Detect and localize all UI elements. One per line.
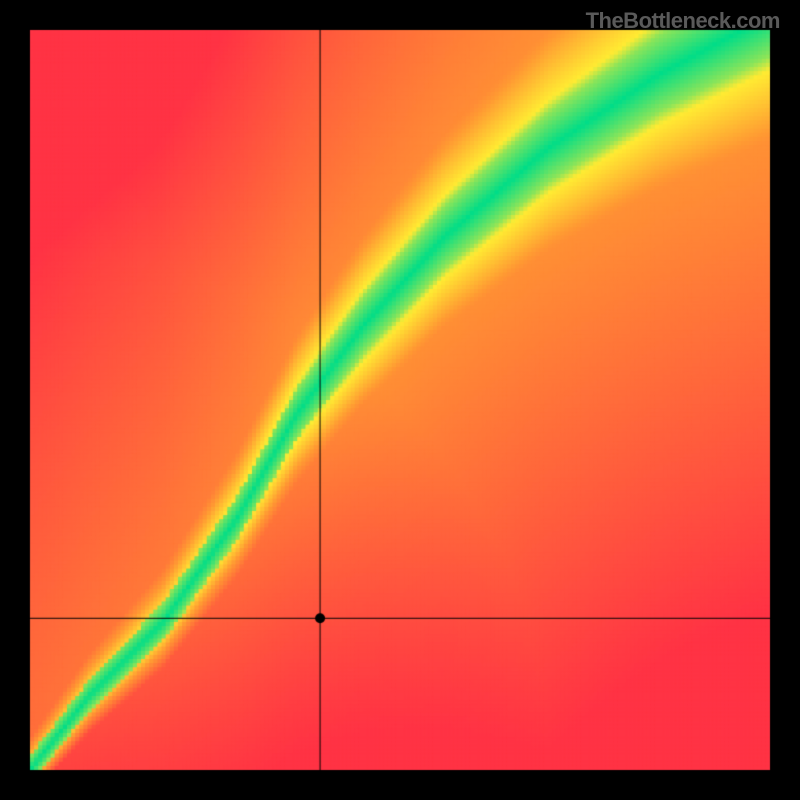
watermark-text: TheBottleneck.com bbox=[586, 8, 780, 34]
chart-container: TheBottleneck.com bbox=[0, 0, 800, 800]
bottleneck-heatmap-canvas bbox=[0, 0, 800, 800]
